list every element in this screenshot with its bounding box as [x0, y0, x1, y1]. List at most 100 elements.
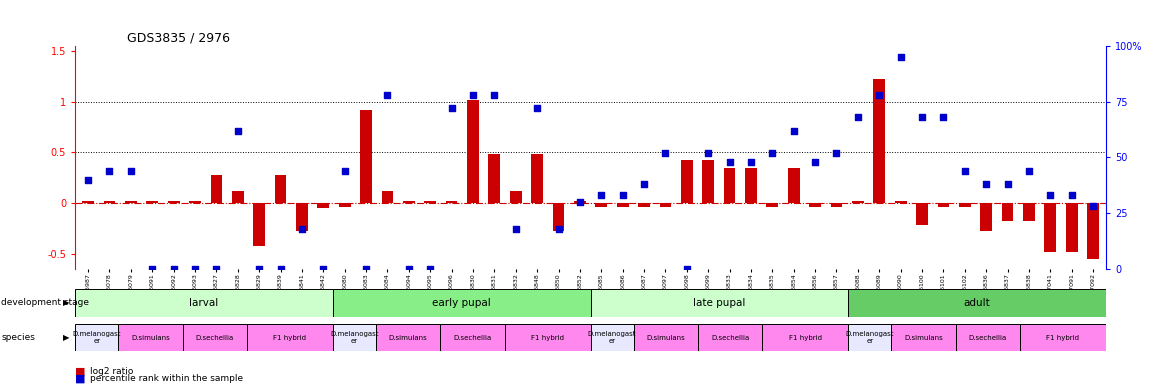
Point	[79, 177, 97, 183]
Text: F1 hybrid: F1 hybrid	[1047, 334, 1079, 341]
Bar	[830, 203, 842, 207]
Point	[892, 54, 910, 60]
Bar	[446, 201, 457, 203]
Text: D.simulans: D.simulans	[131, 334, 170, 341]
Text: D.sechellia: D.sechellia	[196, 334, 234, 341]
Bar	[440, 324, 505, 351]
Point	[357, 266, 375, 272]
Bar	[1023, 203, 1035, 221]
Bar	[1087, 203, 1099, 259]
Point	[571, 199, 589, 205]
Point	[677, 266, 696, 272]
Point	[1062, 192, 1080, 199]
Bar	[895, 201, 907, 203]
Bar	[1020, 324, 1106, 351]
Text: larval: larval	[190, 298, 219, 308]
Bar	[247, 324, 332, 351]
Bar	[1002, 203, 1013, 221]
Bar	[189, 201, 200, 203]
Text: ▶: ▶	[63, 298, 69, 308]
Point	[935, 114, 953, 121]
Text: D.simulans: D.simulans	[389, 334, 427, 341]
Text: D.melanogast
er: D.melanogast er	[588, 331, 636, 344]
Bar	[1045, 203, 1056, 252]
Bar	[103, 201, 116, 203]
Point	[142, 266, 161, 272]
Bar	[660, 203, 672, 207]
Bar	[274, 175, 286, 203]
Bar	[702, 161, 714, 203]
Bar	[852, 201, 864, 203]
Text: D.melanogast
er: D.melanogast er	[73, 331, 120, 344]
Text: early pupal: early pupal	[432, 298, 491, 308]
Point	[913, 114, 931, 121]
Point	[1041, 192, 1060, 199]
Bar	[916, 203, 928, 225]
Bar	[146, 201, 159, 203]
Point	[806, 159, 824, 165]
Text: F1 hybrid: F1 hybrid	[273, 334, 307, 341]
Text: species: species	[1, 333, 35, 342]
Bar	[332, 324, 376, 351]
Bar	[296, 203, 308, 231]
Point	[379, 92, 397, 98]
Bar	[376, 324, 440, 351]
Point	[827, 150, 845, 156]
Text: F1 hybrid: F1 hybrid	[789, 334, 822, 341]
Point	[101, 168, 119, 174]
Text: D.simulans: D.simulans	[646, 334, 686, 341]
Bar	[75, 289, 332, 317]
Point	[506, 226, 525, 232]
Point	[1084, 204, 1102, 210]
Point	[400, 266, 418, 272]
Point	[849, 114, 867, 121]
Text: ■: ■	[75, 367, 86, 377]
Point	[228, 127, 247, 134]
Bar	[489, 154, 500, 203]
Point	[720, 159, 739, 165]
Bar	[505, 324, 591, 351]
Point	[1020, 168, 1039, 174]
Bar	[403, 201, 415, 203]
Point	[635, 181, 653, 187]
Point	[998, 181, 1017, 187]
Point	[549, 226, 567, 232]
Bar	[232, 191, 243, 203]
Point	[463, 92, 482, 98]
Bar	[591, 289, 848, 317]
Point	[955, 168, 974, 174]
Point	[763, 150, 782, 156]
Point	[784, 127, 802, 134]
Bar	[873, 79, 885, 203]
Bar	[82, 201, 94, 203]
Point	[314, 266, 332, 272]
Point	[657, 150, 675, 156]
Bar	[552, 203, 564, 231]
Bar	[848, 289, 1106, 317]
Text: F1 hybrid: F1 hybrid	[532, 334, 564, 341]
Bar	[382, 191, 394, 203]
Text: D.sechellia: D.sechellia	[969, 334, 1007, 341]
Bar	[183, 324, 247, 351]
Point	[271, 266, 290, 272]
Point	[185, 266, 204, 272]
Point	[164, 266, 183, 272]
Bar	[892, 324, 955, 351]
Bar	[638, 203, 650, 207]
Bar	[724, 167, 735, 203]
Bar	[617, 203, 629, 207]
Bar	[211, 175, 222, 203]
Bar	[938, 203, 950, 207]
Bar	[762, 324, 848, 351]
Point	[293, 226, 312, 232]
Bar	[532, 154, 543, 203]
Point	[614, 192, 632, 199]
Bar	[981, 203, 992, 231]
Bar	[809, 203, 821, 207]
Bar	[168, 201, 179, 203]
Point	[741, 159, 760, 165]
Bar	[955, 324, 1020, 351]
Bar	[787, 167, 799, 203]
Text: log2 ratio: log2 ratio	[90, 367, 133, 376]
Bar	[633, 324, 698, 351]
